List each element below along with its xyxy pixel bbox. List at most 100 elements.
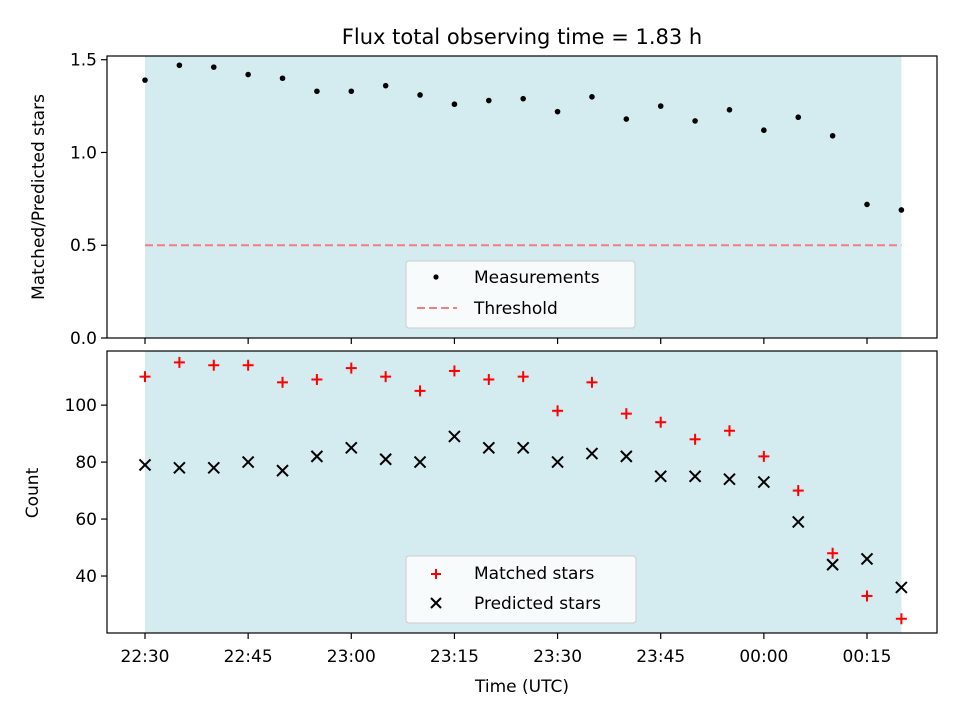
- measurement-point: [348, 88, 355, 95]
- predicted-star-point: [585, 447, 599, 460]
- predicted-star-point: [482, 441, 496, 455]
- measurement-point: [314, 88, 320, 95]
- matched-star-point: [483, 373, 495, 385]
- x-tick-label: 23:45: [636, 647, 685, 667]
- y-tick-label: 100: [65, 396, 97, 416]
- legend-measurements-marker: [433, 274, 439, 280]
- matched-star-point: [277, 376, 289, 388]
- matched-star-point: [345, 362, 357, 374]
- bottom-y-axis-label: Count: [23, 467, 43, 518]
- matched-star-points: [139, 356, 907, 625]
- predicted-star-point: [551, 455, 564, 469]
- measurement-point: [382, 82, 389, 89]
- y-tick-label: 80: [75, 453, 97, 473]
- matched-star-point: [689, 433, 701, 445]
- legend-measurements-label: Measurements: [474, 268, 600, 288]
- predicted-star-point: [688, 470, 702, 483]
- predicted-star-point: [792, 515, 805, 529]
- top-plot-frame: [106, 55, 938, 339]
- legend-threshold-label: Threshold: [473, 299, 558, 319]
- predicted-star-point: [448, 430, 461, 443]
- legend-matched-label: Matched stars: [474, 564, 594, 584]
- bottom-plot-frame: [106, 350, 938, 634]
- top-x-ticks: [144, 338, 868, 344]
- y-tick-label: 40: [75, 567, 97, 587]
- matched-star-point: [311, 373, 323, 385]
- measurement-point: [176, 62, 183, 69]
- legend-predicted-label: Predicted stars: [474, 594, 601, 614]
- predicted-star-point: [207, 461, 220, 474]
- predicted-star-point: [620, 450, 633, 463]
- predicted-star-point: [826, 558, 839, 571]
- matched-star-point: [552, 405, 564, 417]
- predicted-star-point: [516, 441, 530, 455]
- measurement-point: [864, 201, 870, 208]
- matched-star-point: [655, 416, 667, 428]
- bottom-legend: Matched stars Predicted stars: [405, 555, 637, 624]
- matched-star-point: [792, 485, 804, 497]
- y-tick-label: 0.5: [70, 236, 97, 256]
- measurement-point: [623, 116, 630, 122]
- predicted-star-point: [276, 464, 289, 477]
- x-tick-label: 23:30: [533, 647, 582, 667]
- matched-star-point: [380, 371, 392, 383]
- measurement-point: [829, 132, 836, 139]
- x-tick-label: 00:00: [739, 647, 788, 667]
- measurement-point: [692, 118, 698, 124]
- x-axis-label: Time (UTC): [474, 677, 569, 697]
- legend-matched-marker: [431, 569, 441, 579]
- predicted-star-point: [860, 552, 874, 566]
- predicted-star-point: [241, 455, 255, 469]
- chart-title: Flux total observing time = 1.83 h: [342, 25, 702, 49]
- legend-predicted-marker: [430, 597, 442, 609]
- measurement-point: [726, 107, 733, 113]
- predicted-star-point: [173, 461, 186, 474]
- predicted-star-point: [723, 472, 736, 486]
- x-tick-label: 22:30: [121, 647, 170, 667]
- matched-star-point: [620, 408, 632, 420]
- matched-star-point: [758, 450, 770, 462]
- matched-star-point: [827, 547, 839, 559]
- matched-star-point: [586, 376, 598, 388]
- top-y-axis-label: Matched/Predicted stars: [29, 94, 49, 300]
- measurement-point: [245, 71, 251, 78]
- measurement-points: [142, 62, 905, 213]
- measurement-point: [520, 95, 526, 102]
- bottom-y-axis: 40 60 80 100: [65, 396, 107, 587]
- predicted-star-point: [757, 475, 771, 489]
- matched-star-point: [414, 385, 426, 397]
- measurement-point: [451, 101, 458, 108]
- predicted-star-point: [138, 458, 152, 472]
- x-tick-label: 00:15: [843, 647, 892, 667]
- bottom-panel: 40 60 80 100 22:30 22:45 23:00 23:15 23:30 23:45…: [23, 350, 938, 697]
- matched-star-point: [448, 365, 460, 377]
- predicted-star-points: [138, 430, 908, 594]
- predicted-star-point: [345, 441, 358, 455]
- top-panel: 0.0 0.5 1.0 1.5 Matched/Predicted stars Mea…: [29, 51, 938, 349]
- matched-star-point: [861, 590, 873, 602]
- measurement-point: [417, 92, 423, 98]
- measurement-point: [657, 103, 664, 109]
- bottom-x-axis: 22:30 22:45 23:00 23:15 23:30 23:45 00:00 00:15: [121, 633, 892, 667]
- measurement-point: [898, 207, 905, 213]
- measurement-point: [554, 108, 561, 115]
- measurement-point: [142, 77, 148, 83]
- matched-star-point: [517, 371, 529, 383]
- matched-star-point: [173, 356, 185, 368]
- matched-star-point: [723, 425, 735, 437]
- predicted-star-point: [413, 455, 427, 469]
- predicted-star-point: [379, 453, 392, 466]
- matched-star-point: [208, 359, 220, 371]
- measurement-point: [761, 127, 767, 134]
- y-tick-label: 1.0: [70, 143, 97, 163]
- top-y-axis: 0.0 0.5 1.0 1.5: [70, 51, 107, 349]
- measurement-point: [279, 75, 286, 82]
- matched-star-point: [139, 371, 151, 383]
- x-tick-label: 22:45: [224, 647, 273, 667]
- x-tick-label: 23:00: [327, 647, 376, 667]
- measurement-point: [795, 114, 802, 121]
- x-tick-label: 23:15: [430, 647, 479, 667]
- y-tick-label: 0.0: [70, 329, 97, 349]
- y-tick-label: 1.5: [70, 51, 97, 71]
